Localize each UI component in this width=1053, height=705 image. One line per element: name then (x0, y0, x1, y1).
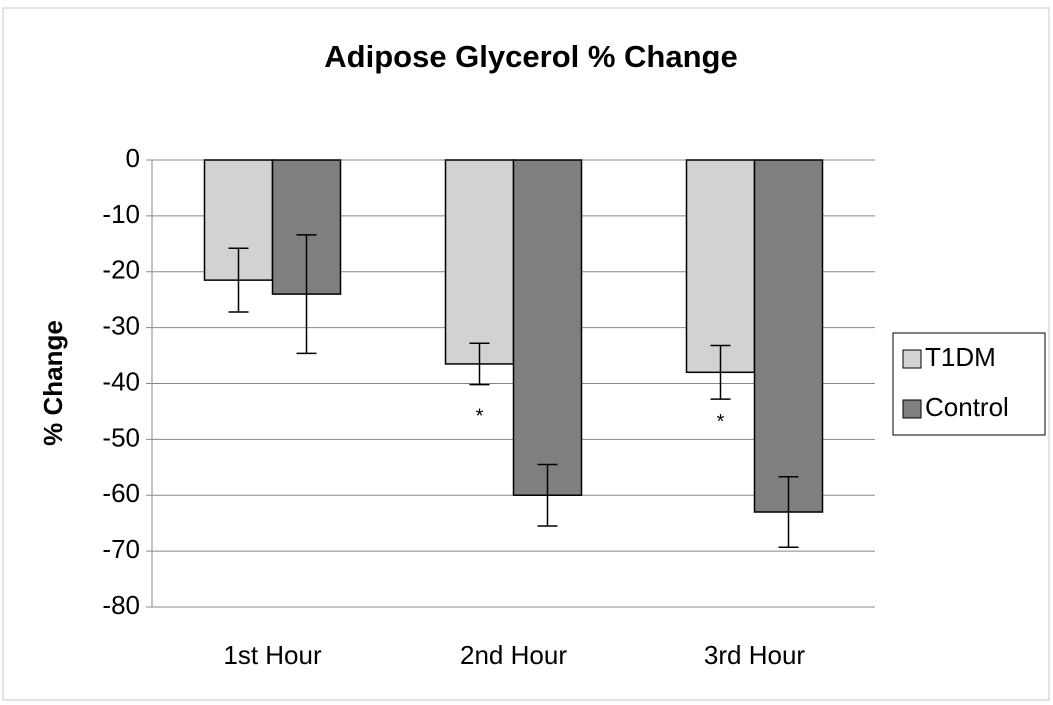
legend-swatch (902, 399, 922, 419)
y-tick-label: -50 (102, 422, 140, 452)
y-tick-label: -60 (102, 478, 140, 508)
bar (685, 159, 756, 374)
y-tick-label: -30 (102, 311, 140, 341)
legend-swatch (902, 349, 922, 369)
legend-label: Control (925, 392, 1009, 422)
error-bar (296, 234, 317, 355)
y-tick-label: -10 (102, 199, 140, 229)
x-tick-label: 3rd Hour (704, 640, 805, 670)
y-tick-label: -80 (102, 590, 140, 620)
x-tick-label: 1st Hour (223, 640, 322, 670)
chart-title: Adipose Glycerol % Change (324, 39, 737, 74)
y-tick-label: 0 (126, 143, 140, 173)
error-bar (778, 476, 799, 548)
annotation: * (476, 405, 484, 427)
y-axis-label: % Change (38, 320, 68, 446)
error-bar (469, 342, 490, 386)
error-bar (537, 463, 558, 527)
x-tick-label: 2nd Hour (460, 640, 567, 670)
error-bar (228, 247, 249, 313)
legend-label: T1DM (925, 342, 996, 372)
y-tick-label: -40 (102, 366, 140, 396)
y-tick-label: -20 (102, 255, 140, 285)
bar (753, 159, 824, 513)
y-tick-label: -70 (102, 534, 140, 564)
annotation: * (717, 411, 725, 433)
error-bar (710, 344, 731, 400)
bar (512, 159, 583, 496)
bar (444, 159, 515, 365)
